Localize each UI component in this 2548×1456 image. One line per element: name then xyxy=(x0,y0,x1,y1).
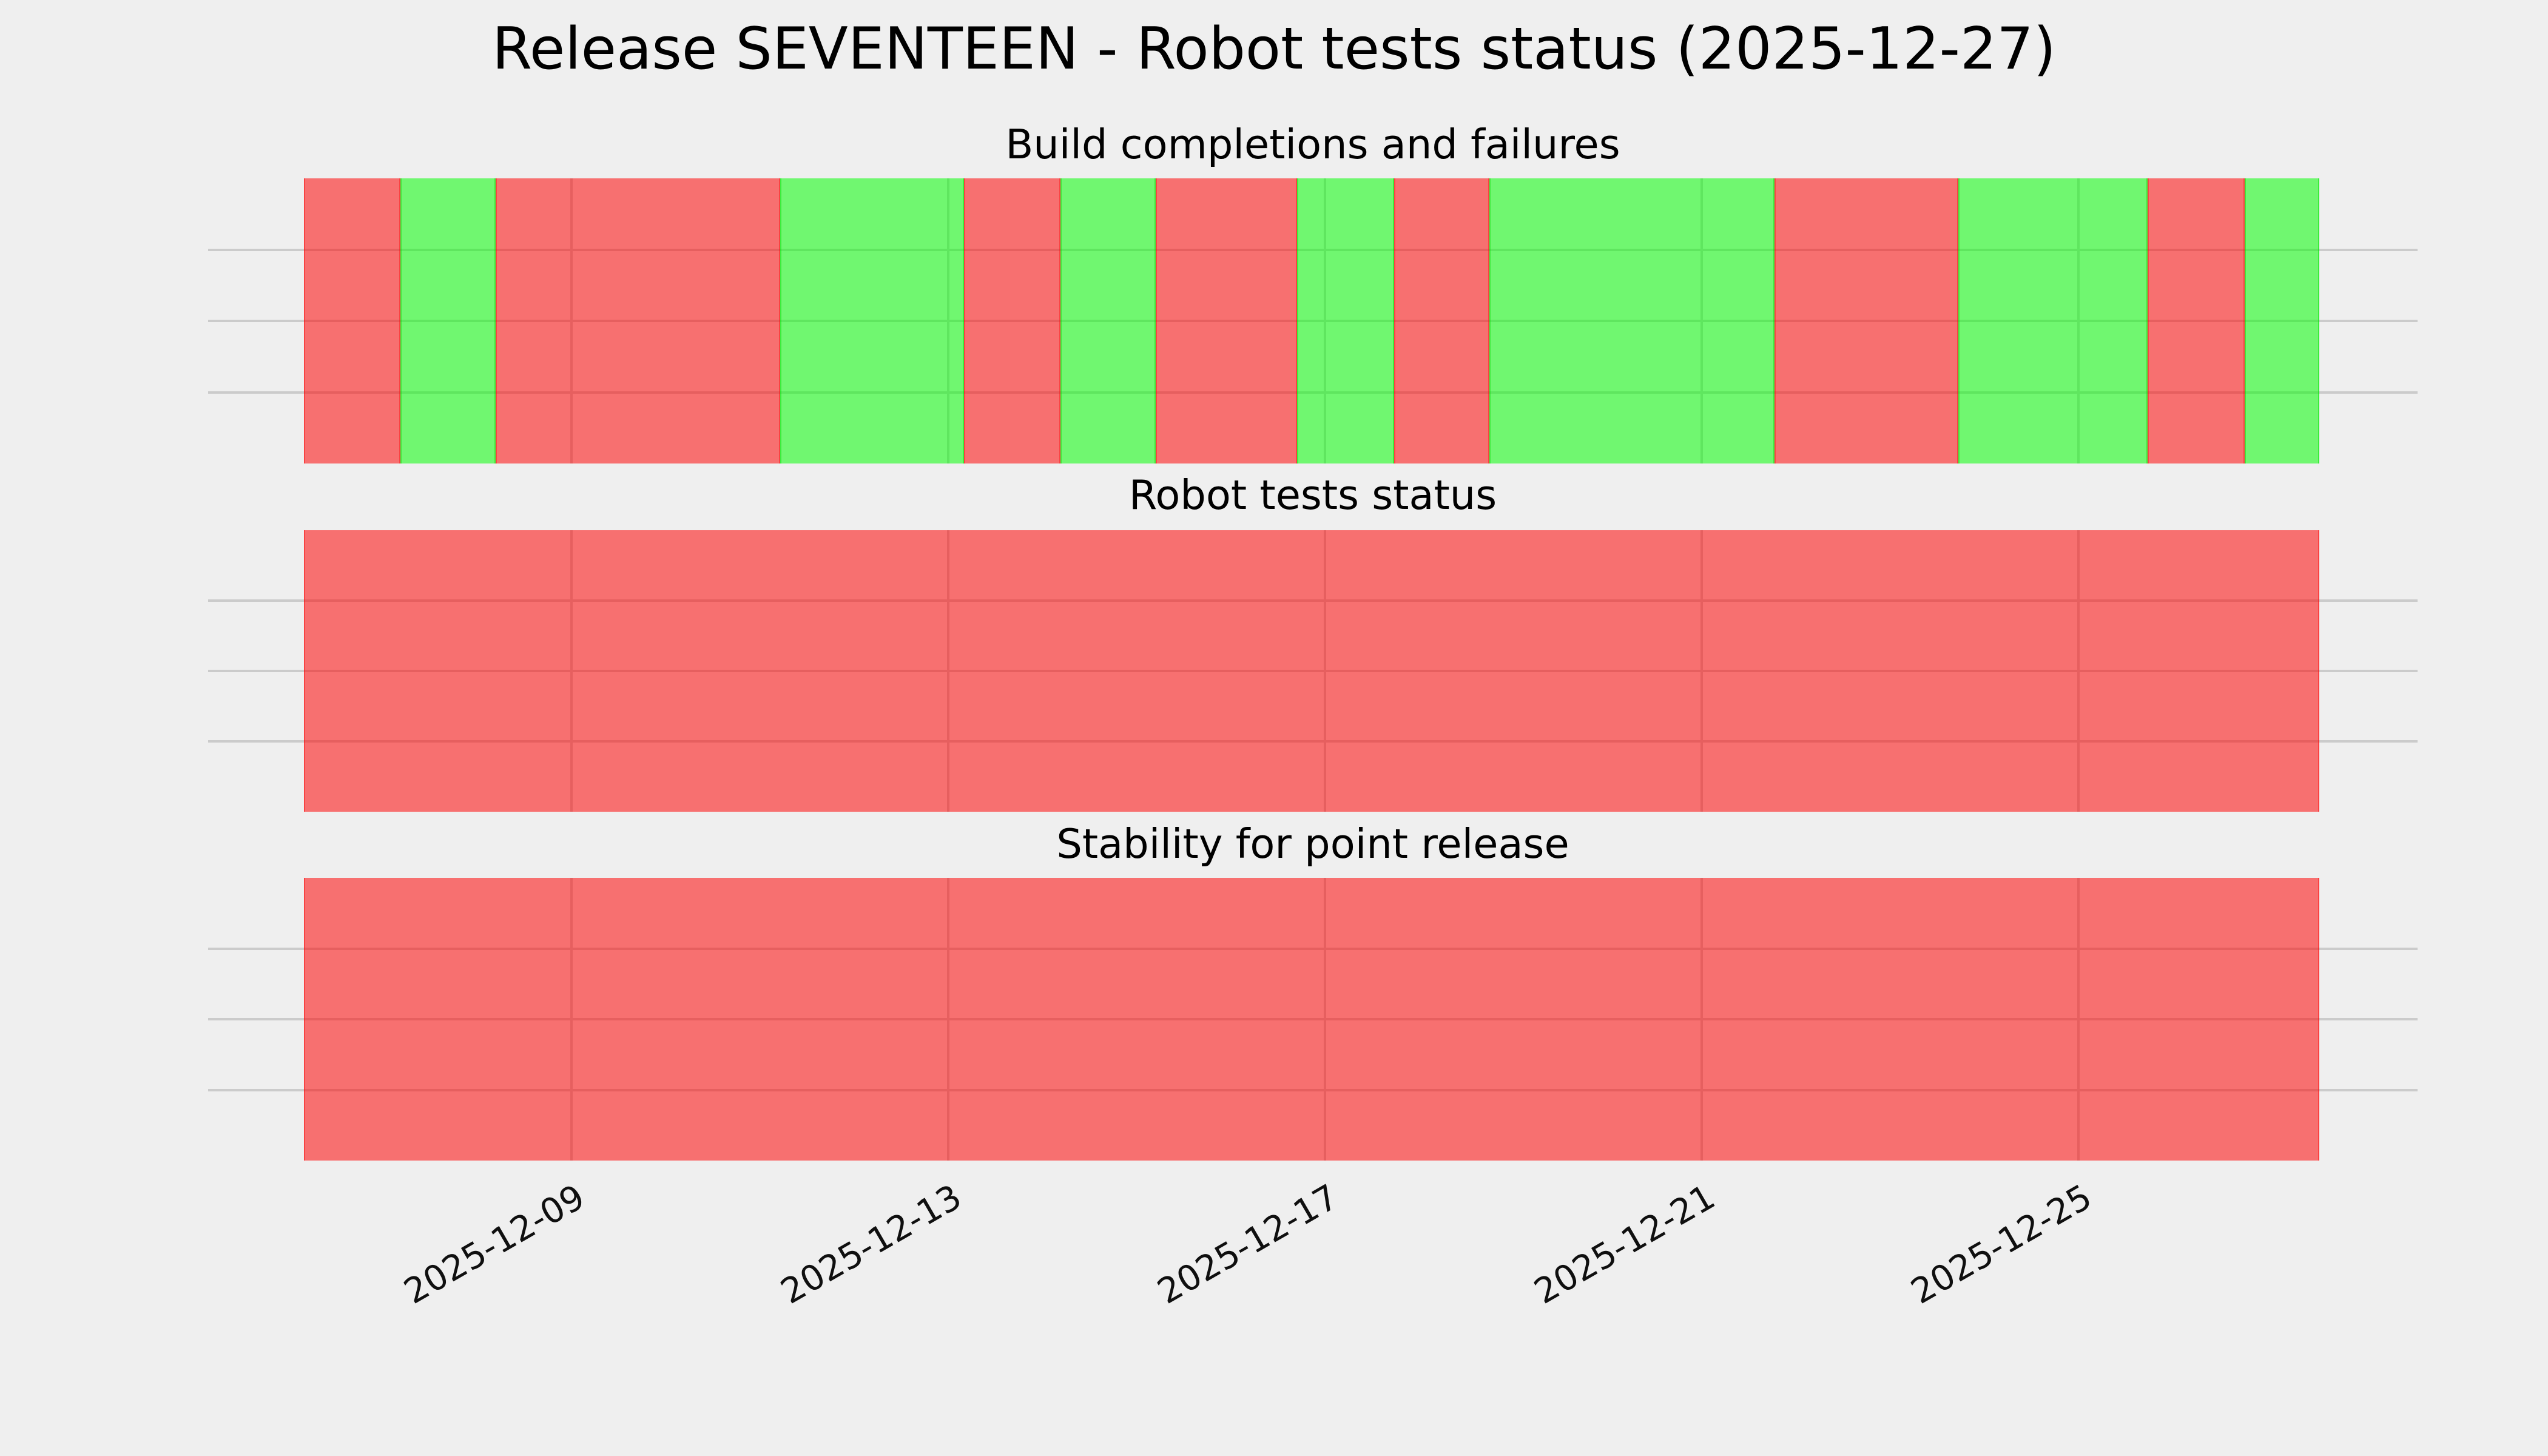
status-segment-pass xyxy=(1958,178,2148,463)
status-segment-fail xyxy=(304,878,2319,1161)
status-segment-pass xyxy=(2244,178,2319,463)
status-segment-fail xyxy=(1394,178,1489,463)
x-tick-label: 2025-12-09 xyxy=(397,1177,592,1312)
x-tick-label: 2025-12-17 xyxy=(1151,1177,1346,1312)
status-segment-fail xyxy=(304,178,400,463)
status-segment-pass xyxy=(1060,178,1156,463)
plot-area-robot-tests xyxy=(208,530,2418,812)
x-tick-label: 2025-12-13 xyxy=(774,1177,969,1312)
chart-title-stability: Stability for point release xyxy=(1056,820,1569,868)
status-segment-pass xyxy=(1297,178,1395,463)
plot-area-build-completions xyxy=(208,178,2418,463)
status-segment-fail xyxy=(963,178,1061,463)
status-segment-fail xyxy=(1156,178,1298,463)
figure-title: Release SEVENTEEN - Robot tests status (… xyxy=(492,16,2056,83)
status-segment-pass xyxy=(1489,178,1774,463)
status-segment-fail xyxy=(304,530,2319,812)
status-segment-pass xyxy=(400,178,496,463)
status-segment-fail xyxy=(2147,178,2245,463)
x-tick-label: 2025-12-21 xyxy=(1528,1177,1722,1312)
status-segment-fail xyxy=(1774,178,1958,463)
chart-title-build-completions: Build completions and failures xyxy=(1005,121,1620,168)
plot-area-stability xyxy=(208,878,2418,1161)
status-segment-pass xyxy=(780,178,964,463)
x-tick-label: 2025-12-25 xyxy=(1904,1177,2098,1312)
status-segment-fail xyxy=(495,178,780,463)
chart-title-robot-tests: Robot tests status xyxy=(1128,471,1497,519)
